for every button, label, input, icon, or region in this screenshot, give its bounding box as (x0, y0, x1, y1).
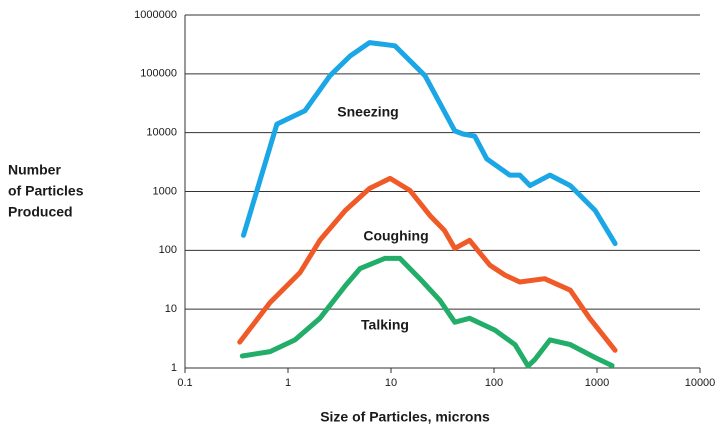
series-label: Coughing (363, 228, 428, 244)
y-tick-label: 100 (159, 244, 177, 256)
x-tick-label: 100 (485, 377, 503, 389)
y-axis-label: Number (8, 162, 61, 178)
x-tick-label: 1 (285, 377, 291, 389)
y-tick-label: 1 (171, 362, 177, 374)
series-label: Sneezing (337, 104, 398, 120)
x-tick-label: 0.1 (177, 377, 192, 389)
x-tick-label: 1000 (585, 377, 609, 389)
x-axis-label: Size of Particles, microns (320, 409, 490, 425)
series-line (237, 175, 618, 353)
y-tick-label: 10 (165, 303, 177, 315)
series-label: Talking (361, 317, 409, 333)
series-line (239, 255, 615, 369)
y-tick-label: 100000 (140, 68, 177, 80)
y-axis-label: Produced (8, 204, 73, 220)
y-tick-label: 10000 (146, 127, 177, 139)
x-tick-label: 10000 (685, 377, 716, 389)
y-tick-label: 1000 (153, 185, 177, 197)
series-line (241, 40, 618, 247)
x-tick-label: 10 (385, 377, 397, 389)
y-axis-label: of Particles (8, 183, 84, 199)
y-tick-label: 1000000 (134, 9, 177, 21)
